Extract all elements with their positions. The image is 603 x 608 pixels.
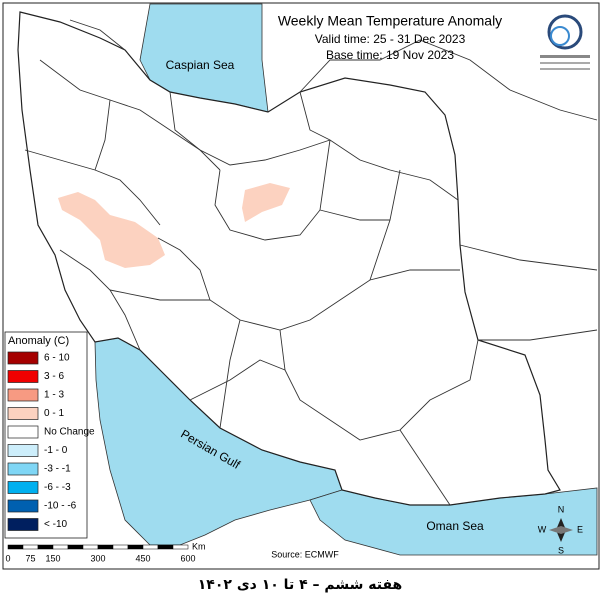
legend-swatch	[7, 499, 39, 513]
province-borders	[24, 19, 598, 506]
scale-segment	[97, 544, 114, 550]
legend-label: < -10	[44, 519, 68, 530]
legend-label: No Change	[44, 427, 95, 438]
legend-swatch	[7, 370, 39, 383]
legend-label: -6 - -3	[44, 482, 71, 493]
logo	[540, 14, 590, 70]
legend-swatch	[7, 351, 39, 365]
legend-label: 1 - 3	[44, 390, 64, 401]
legend-label: -3 - -1	[44, 464, 71, 475]
compass-letter: S	[558, 545, 564, 555]
legend-swatch	[7, 407, 39, 420]
legend-label: 6 - 10	[44, 353, 70, 364]
compass: N S E W	[538, 504, 583, 555]
scale-segment	[82, 544, 99, 550]
compass-letter: N	[558, 504, 565, 514]
legend-label: -1 - 0	[44, 445, 68, 456]
scale-segment	[52, 544, 69, 550]
compass-letter: W	[538, 524, 547, 534]
anomaly-patch	[58, 192, 165, 268]
base-time: Base time: 19 Nov 2023	[326, 48, 454, 62]
scale-segment	[67, 544, 84, 550]
scale-segment	[7, 544, 24, 550]
scale-segment	[127, 544, 144, 550]
iran-outline	[17, 11, 561, 506]
scale-label: 0	[5, 553, 10, 563]
footer: هفته ششم – ۴ تا ۱۰ دی ۱۴۰۲	[198, 577, 402, 593]
compass-letter: E	[577, 524, 583, 534]
anomaly-patch	[242, 183, 290, 222]
scale-label: 300	[90, 553, 105, 563]
legend: Anomaly (C) 6 - 10 3 - 6 1 - 3 0 - 1 No Chan…	[4, 331, 95, 539]
scale-bar: 0 75 150 300 450 600 Km	[5, 541, 205, 563]
scale-segment	[22, 544, 39, 550]
legend-swatch	[7, 462, 39, 476]
scale-segment	[157, 544, 174, 550]
scale-segment	[142, 544, 159, 550]
source: Source: ECMWF	[271, 549, 339, 559]
legend-swatch	[7, 388, 39, 402]
legend-label: 0 - 1	[44, 408, 64, 419]
map-title: Weekly Mean Temperature Anomaly	[278, 13, 502, 29]
scale-unit: Km	[192, 541, 206, 551]
sea-label: Oman Sea	[426, 519, 484, 533]
legend-label: 3 - 6	[44, 371, 64, 382]
scale-label: 150	[45, 553, 60, 563]
scale-segment	[172, 544, 189, 550]
legend-swatch	[7, 425, 39, 439]
legend-swatch	[7, 481, 39, 494]
legend-label: -10 - -6	[44, 501, 77, 512]
scale-segment	[37, 544, 54, 550]
scale-label: 600	[180, 553, 195, 563]
scale-segment	[112, 544, 129, 550]
sea-label: Caspian Sea	[166, 58, 235, 72]
valid-time: Valid time: 25 - 31 Dec 2023	[315, 32, 466, 46]
scale-label: 75	[25, 553, 35, 563]
scale-label: 450	[135, 553, 150, 563]
legend-title: Anomaly (C)	[8, 335, 69, 347]
legend-swatch	[7, 518, 39, 531]
legend-swatch	[7, 444, 39, 457]
